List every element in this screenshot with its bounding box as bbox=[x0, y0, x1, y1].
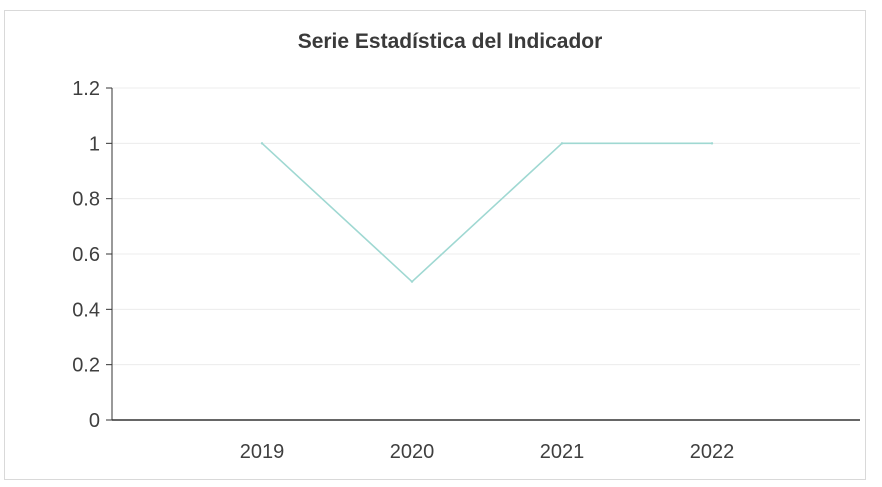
data-point bbox=[560, 142, 564, 145]
y-tick-label: 0.4 bbox=[72, 299, 100, 321]
x-tick-label: 2019 bbox=[240, 441, 285, 463]
data-series bbox=[260, 142, 714, 283]
grid-lines bbox=[112, 87, 860, 366]
y-tick-label: 1 bbox=[89, 133, 100, 155]
y-axis: 0 0.2 0.4 0.6 0.8 1 1.2 bbox=[72, 78, 113, 432]
data-point bbox=[710, 142, 714, 145]
x-tick-label: 2020 bbox=[390, 441, 435, 463]
data-point bbox=[410, 280, 414, 283]
y-tick-label: 0.8 bbox=[72, 189, 100, 211]
series-line bbox=[261, 142, 712, 283]
x-tick-label: 2021 bbox=[540, 441, 585, 463]
y-tick-label: 0.6 bbox=[72, 244, 100, 266]
x-axis: 2019 2020 2021 2022 bbox=[112, 419, 860, 463]
y-tick-label: 0 bbox=[89, 410, 100, 432]
x-tick-label: 2022 bbox=[690, 441, 735, 463]
chart-title: Serie Estadística del Indicador bbox=[298, 30, 603, 53]
y-tick-label: 1.2 bbox=[72, 78, 100, 100]
y-tick-label: 0.2 bbox=[72, 355, 100, 377]
data-point bbox=[260, 142, 264, 145]
